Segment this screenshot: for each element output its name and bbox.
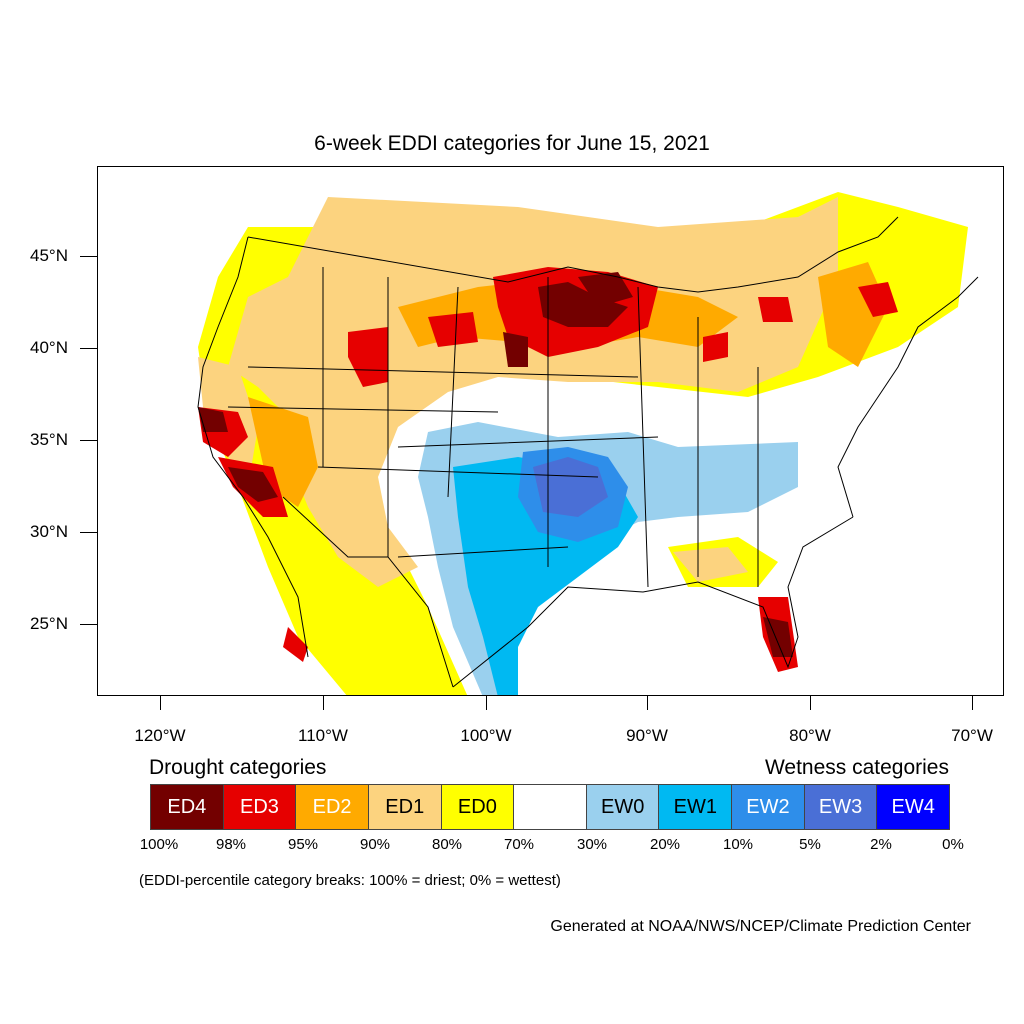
legend-swatch-ed3: ED3: [222, 784, 297, 830]
region-ed3-maine: [858, 282, 898, 317]
lat-label-30n: 30°N: [30, 522, 68, 541]
region-ed3-ny: [758, 297, 793, 322]
border-us-canada: [247, 216, 899, 293]
lon-tick: [486, 696, 487, 710]
region-ed4-sd: [503, 332, 528, 367]
legend-break-label: 90%: [359, 836, 391, 853]
coast-east: [837, 276, 979, 518]
lon-tick: [810, 696, 811, 710]
legend-break-label: 5%: [799, 836, 821, 853]
region-ew3-oklahoma: [533, 457, 608, 517]
region-ed4-socal: [228, 467, 278, 502]
region-ed3-montana: [348, 327, 388, 387]
legend-break-label: 30%: [576, 836, 608, 853]
lat-label-40n: 40°N: [30, 338, 68, 357]
lon-tick: [323, 696, 324, 710]
region-ed4-california: [198, 407, 228, 432]
lon-label-100w: 100°W: [460, 726, 512, 745]
page-title: 6-week EDDI categories for June 15, 2021: [314, 132, 710, 155]
legend-swatch-ew3: EW3: [803, 784, 878, 830]
region-ed2-west: [248, 397, 318, 507]
legend-swatch-ew2: EW2: [731, 784, 805, 830]
region-ed1-north: [228, 197, 838, 587]
region-ed4-minnesota: [578, 272, 633, 307]
lon-label-110w: 110°W: [298, 726, 348, 745]
eddi-map: [97, 166, 1004, 696]
lon-tick: [647, 696, 648, 710]
region-ed4-dakotas: [538, 282, 628, 327]
legend-break-label: 100%: [139, 836, 179, 853]
lon-label-80w: 80°W: [789, 726, 831, 745]
credit-line: Generated at NOAA/NWS/NCEP/Climate Predi…: [550, 918, 971, 935]
legend-break-label: 95%: [287, 836, 319, 853]
legend-wetness-title: Wetness categories: [764, 756, 949, 779]
region-ed3-nebraska: [428, 312, 478, 347]
legend-swatch-ed4: ED4: [150, 784, 224, 830]
lat-tick: [80, 532, 97, 533]
lon-label-70w: 70°W: [951, 726, 993, 745]
lon-label-90w: 90°W: [626, 726, 668, 745]
region-ed1-southeast: [673, 547, 748, 582]
legend-swatch-ew0: EW0: [585, 784, 660, 830]
legend-break-label: 80%: [431, 836, 463, 853]
legend-swatch-ew1: EW1: [658, 784, 733, 830]
lat-label-45n: 45°N: [30, 246, 68, 265]
legend-break-label: 2%: [870, 836, 892, 853]
legend-break-label: 98%: [215, 836, 247, 853]
lat-label-25n: 25°N: [30, 614, 68, 633]
legend-swatch-neutral: [513, 784, 587, 830]
region-ed3-baja: [283, 627, 308, 662]
legend-break-label: 70%: [503, 836, 535, 853]
lat-tick: [80, 624, 97, 625]
category-breaks-note: (EDDI-percentile category breaks: 100% =…: [139, 872, 561, 889]
lon-tick: [160, 696, 161, 710]
legend-break-label: 10%: [722, 836, 754, 853]
state-lines-horizontal: [227, 366, 659, 558]
legend-swatch-ed1: ED1: [367, 784, 442, 830]
lat-tick: [80, 440, 97, 441]
legend-break-label: 0%: [942, 836, 964, 853]
coast-gulf: [452, 516, 854, 688]
lon-tick: [972, 696, 973, 710]
lon-label-120w: 120°W: [134, 726, 186, 745]
coast-west: [197, 236, 309, 658]
lat-tick: [80, 348, 97, 349]
legend-swatch-ew4: EW4: [876, 784, 951, 830]
legend-swatch-ed2: ED2: [295, 784, 369, 830]
state-lines-vertical: [322, 267, 759, 588]
lat-label-35n: 35°N: [30, 430, 68, 449]
legend-break-label: 20%: [649, 836, 681, 853]
legend-colorbar: ED4 ED3 ED2 ED1 ED0 EW0 EW1 EW2 EW3 EW4: [150, 784, 951, 830]
region-ed4-florida: [763, 617, 793, 657]
region-ed3-michigan: [703, 332, 728, 362]
legend-drought-title: Drought categories: [149, 756, 327, 779]
legend-swatch-ed0: ED0: [440, 784, 515, 830]
lat-tick: [80, 256, 97, 257]
